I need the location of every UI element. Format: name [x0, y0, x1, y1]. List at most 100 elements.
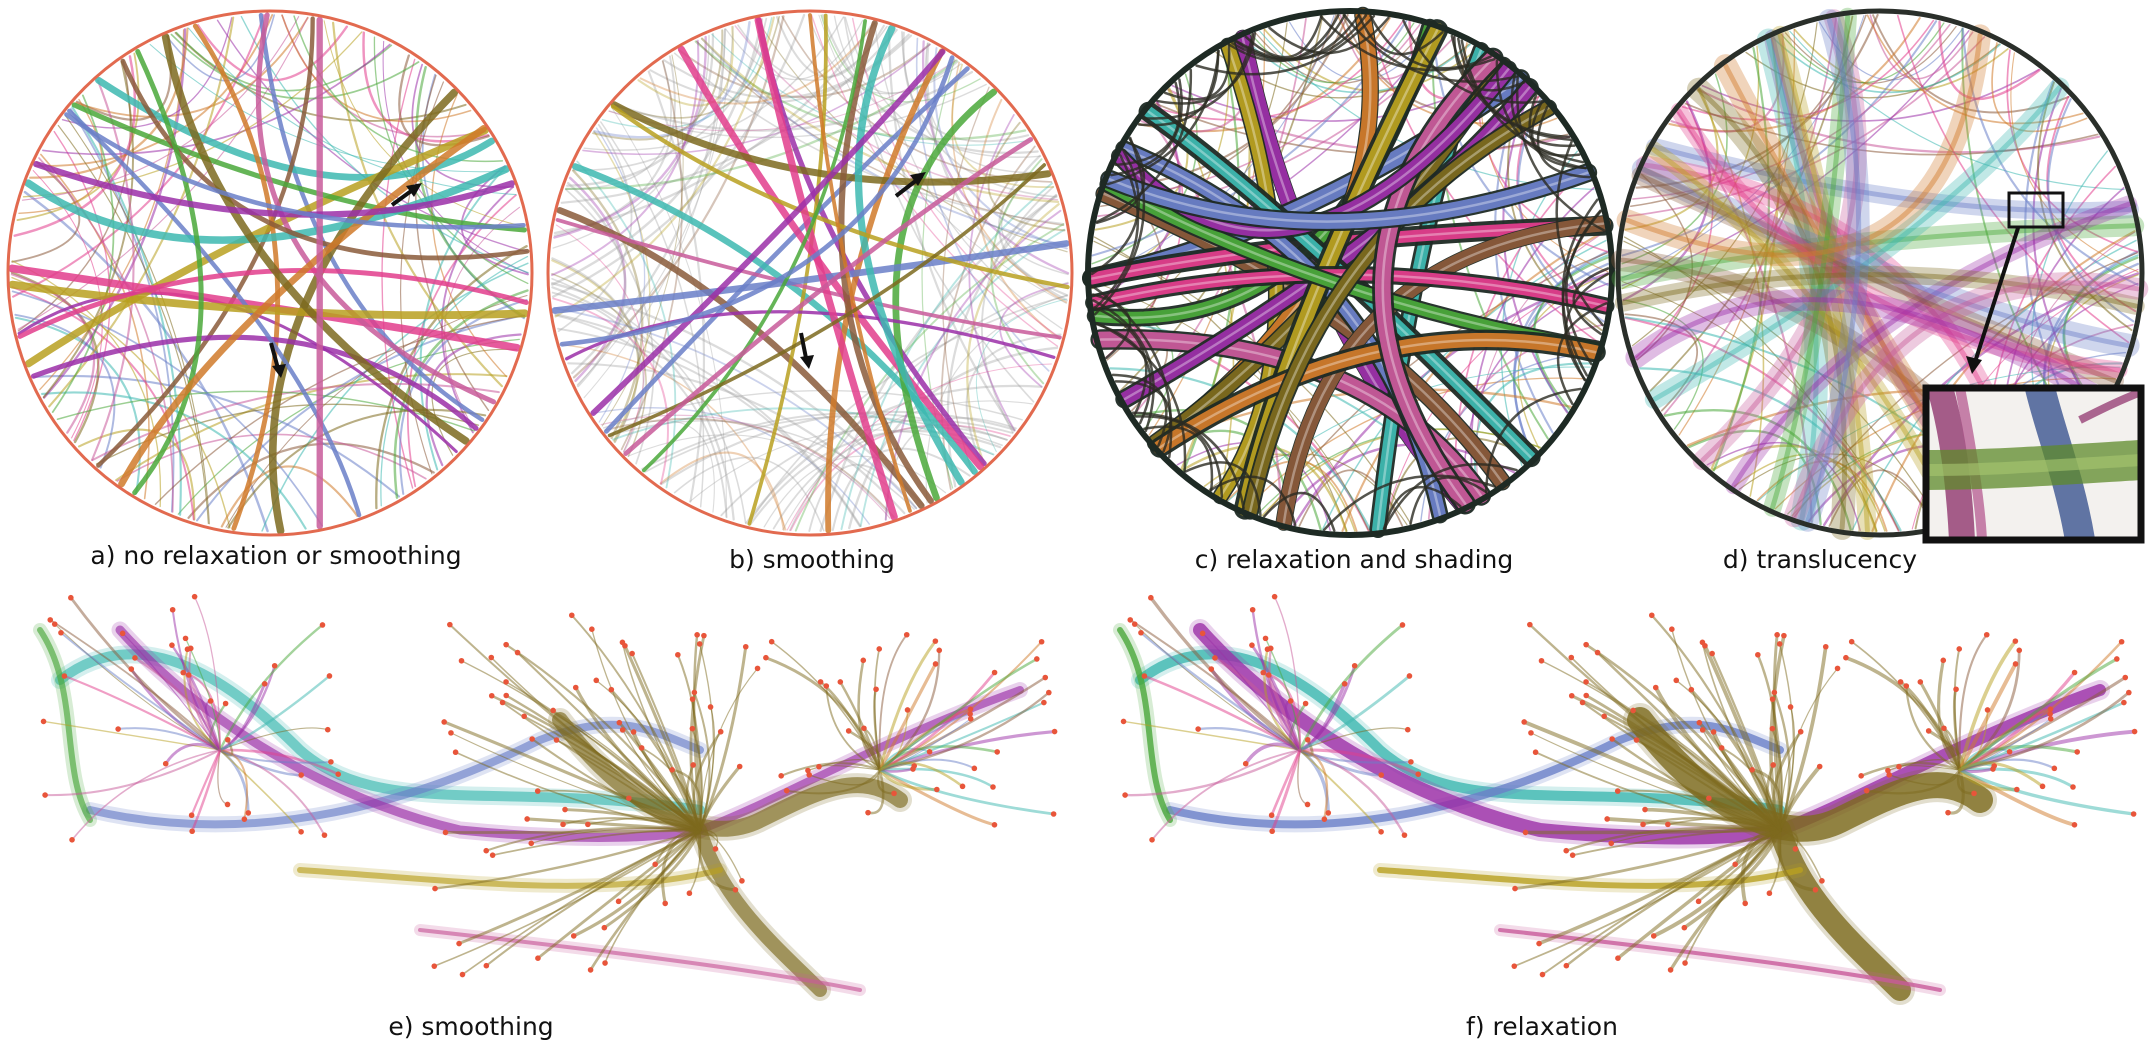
edge-bundle	[32, 374, 400, 498]
edge-branch	[878, 691, 1050, 772]
panel-f	[1080, 570, 2151, 1015]
zoom-inset-content	[1925, 384, 2143, 543]
map-node	[1034, 656, 1040, 662]
map-node	[2012, 638, 2019, 644]
map-node	[562, 806, 568, 813]
edge-branch	[878, 671, 996, 772]
edge-bundle	[604, 417, 895, 518]
edge-bundle	[933, 47, 1068, 250]
edge-bundle	[1991, 42, 2088, 133]
edge-branch	[59, 631, 221, 751]
edge-bundle	[833, 15, 959, 94]
map-node	[503, 641, 509, 648]
edge-branch	[1765, 763, 1782, 832]
map-node	[1615, 955, 1621, 961]
edge-bundle	[571, 163, 978, 475]
edge-bundle	[42, 61, 134, 399]
map-node	[40, 718, 47, 725]
map-node	[1863, 787, 1870, 794]
edge-branch	[1534, 751, 1781, 831]
map-node	[967, 711, 973, 717]
map-node	[2114, 656, 2120, 662]
edge-bundle	[1622, 100, 1711, 302]
edge-bundle	[77, 428, 196, 521]
edge-bundle	[11, 161, 81, 263]
map-node	[932, 638, 939, 644]
map-node	[1812, 887, 1819, 893]
panel-e-diagram	[33, 593, 1058, 1001]
caption-c: c) relaxation and shading	[1194, 545, 1514, 574]
map-node	[1041, 699, 1047, 706]
map-node	[2047, 706, 2054, 712]
edge-bundle	[1697, 89, 1765, 497]
map-node	[2006, 748, 2013, 755]
map-node	[1742, 900, 1748, 907]
edge-bundle	[17, 267, 529, 339]
edge-branch	[563, 808, 702, 832]
edge-branch	[1956, 768, 1976, 795]
map-node	[61, 673, 68, 679]
edge-branch	[1251, 608, 1302, 752]
map-node	[1148, 594, 1154, 601]
map-node	[1528, 730, 1534, 736]
edge-branch	[1958, 639, 2018, 772]
edge-branch	[1270, 748, 1302, 833]
edge-bundle	[701, 37, 1068, 247]
map-node	[994, 749, 1000, 755]
edge-bundle	[1092, 299, 1155, 433]
edge-bundle	[1228, 14, 1340, 63]
edge-bundle	[1769, 819, 1911, 1001]
map-node	[1042, 674, 1049, 681]
map-node	[568, 612, 575, 619]
edge-bundle	[56, 390, 475, 432]
map-node	[298, 772, 305, 778]
map-node	[1351, 662, 1358, 669]
map-node	[967, 716, 974, 722]
edge-bundle	[1106, 49, 1220, 186]
edge-bundle	[602, 389, 1023, 429]
panel-e	[0, 570, 1070, 1015]
map-node	[1984, 707, 1991, 713]
edge-bundle	[1692, 9, 1867, 471]
map-node	[1304, 801, 1311, 808]
edge-bundle	[551, 240, 1070, 314]
edge-bundle	[554, 314, 728, 519]
panel-b-ring	[546, 9, 1074, 537]
edge-bundle	[1621, 272, 2139, 309]
edge-bundle	[115, 625, 705, 842]
edge-bundle	[610, 101, 1052, 186]
map-node	[1787, 704, 1794, 710]
panel-b	[540, 0, 1080, 540]
edge-bundle	[1572, 267, 1610, 336]
edge-bundle	[393, 289, 529, 499]
edge-branch	[71, 749, 221, 841]
edge-branch	[1298, 748, 1420, 776]
map-node	[638, 745, 645, 751]
edge-bundle	[1090, 148, 1140, 276]
edge-bundle	[1645, 141, 1964, 529]
map-node	[162, 760, 169, 767]
map-node	[1527, 621, 1533, 628]
edge-branch	[219, 749, 302, 833]
edge-bundle	[1731, 201, 2132, 489]
edge-bundle	[1641, 166, 2131, 348]
map-node	[1568, 654, 1575, 661]
map-node	[1774, 632, 1780, 638]
edge-bundle	[810, 14, 1059, 347]
edge-bundle	[747, 294, 1068, 525]
map-node	[245, 810, 252, 816]
edge-branch	[1958, 767, 2075, 789]
map-node	[431, 963, 438, 969]
panel-a-diagram	[6, 9, 534, 537]
map-node	[1843, 654, 1849, 661]
map-node	[224, 801, 231, 808]
edge-bundle	[567, 362, 906, 515]
edge-branch	[1682, 828, 1782, 930]
map-node	[42, 792, 48, 798]
map-node	[187, 645, 194, 652]
edge-bundle	[444, 206, 521, 431]
edge-bundle	[940, 145, 1036, 491]
edge-bundle	[1622, 299, 1704, 430]
map-node	[207, 698, 214, 704]
edge-branch	[1865, 768, 1962, 795]
